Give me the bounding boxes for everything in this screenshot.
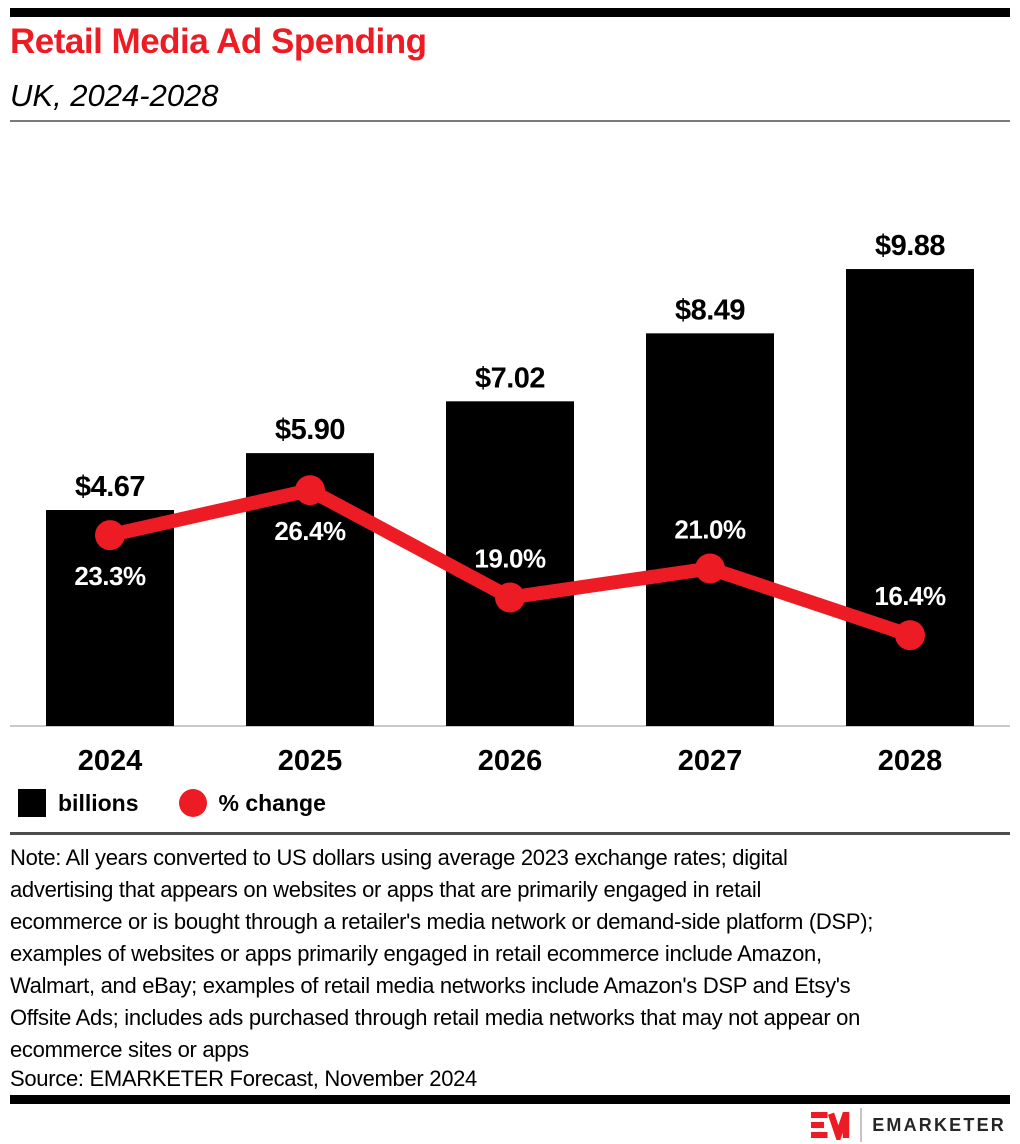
line-point [895,620,925,651]
bottom-accent-bar [10,1095,1010,1104]
bar-value-label: $8.49 [675,294,745,326]
line-point [695,553,725,584]
emarketer-logo: EMARKETER [811,1108,1006,1142]
x-axis-label-2025: 2025 [278,745,343,777]
top-accent-bar [10,8,1010,17]
x-axis-label-2024: 2024 [78,745,143,777]
source-text: Source: EMARKETER Forecast, November 202… [10,1066,477,1091]
bar-2027 [646,333,774,726]
bar-value-label: $4.67 [75,471,145,503]
legend-billions-label: billions [58,789,139,816]
header-divider [10,120,1010,122]
pct-value-label: 19.0% [474,544,546,574]
chart-legend: billions % change [18,789,326,817]
pct-value-label: 16.4% [874,581,946,611]
brand-name: EMARKETER [872,1114,1006,1135]
pct-change-swatch-icon [178,789,207,817]
x-axis-label-2028: 2028 [878,745,943,777]
legend-pct-change-label: % change [218,789,326,816]
bar-2028 [846,269,974,726]
line-point [495,582,525,613]
pct-value-label: 26.4% [274,516,346,546]
billions-swatch-icon [18,789,46,817]
bar-value-label: $7.02 [475,362,545,394]
footer-divider [10,832,1010,835]
pct-value-label: 21.0% [674,515,746,545]
line-point [95,520,125,551]
note-text: Note: All years converted to US dollars … [10,845,874,1062]
bar-2026 [446,401,574,726]
logo-divider [860,1108,863,1142]
line-point [295,475,325,506]
chart-subtitle: UK, 2024-2028 [10,78,219,113]
x-axis-label-2027: 2027 [678,745,743,777]
bar-value-label: $5.90 [275,414,345,446]
bar-value-label: $9.88 [875,230,945,262]
x-axis-label-2026: 2026 [478,745,543,777]
retail-media-bar-line-chart: $4.67 2024 $5.90 2025 $7.02 2026 $8.49 2027 $9.8… [10,230,1010,777]
pct-value-label: 23.3% [74,561,146,591]
em-monogram-icon [811,1111,850,1140]
chart-title: Retail Media Ad Spending [10,22,427,61]
